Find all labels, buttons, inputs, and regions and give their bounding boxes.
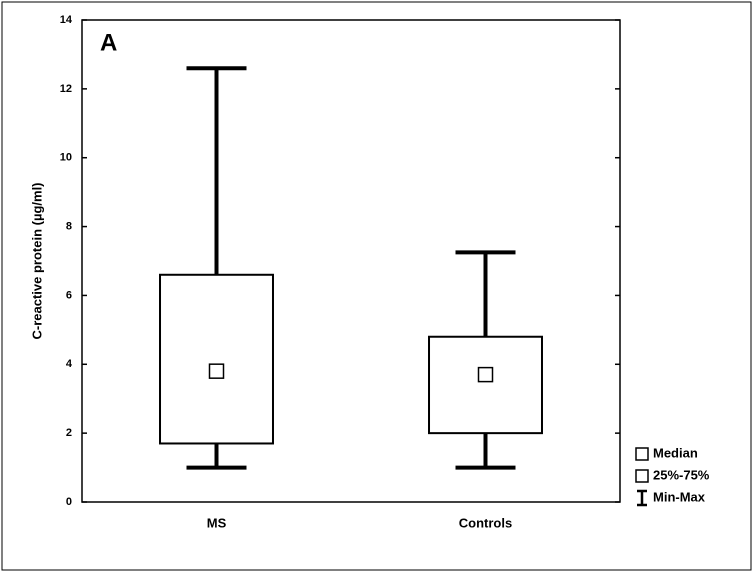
y-tick-label: 8 [66, 220, 72, 232]
median-marker [208, 363, 225, 379]
y-tick-label: 14 [60, 14, 73, 26]
y-tick-label: 0 [66, 496, 72, 508]
y-tick-label: 6 [66, 289, 72, 301]
panel-label: A [100, 29, 117, 56]
x-tick-label: Controls [459, 515, 512, 530]
legend-label: Min-Max [653, 489, 706, 504]
box [159, 273, 274, 445]
y-tick-label: 12 [60, 83, 72, 95]
x-tick-label: MS [207, 515, 227, 530]
legend-label: 25%-75% [653, 467, 710, 482]
plot-area [81, 19, 621, 503]
y-axis-label: C-reactive protein (µg/ml) [29, 182, 44, 339]
y-tick-label: 10 [60, 152, 72, 164]
legend-icon [635, 469, 649, 483]
box [428, 335, 543, 435]
y-tick-label: 4 [66, 358, 73, 370]
legend-icon [635, 447, 649, 461]
y-tick-label: 2 [66, 427, 72, 439]
legend-label: Median [653, 445, 698, 460]
median-marker [477, 366, 494, 383]
